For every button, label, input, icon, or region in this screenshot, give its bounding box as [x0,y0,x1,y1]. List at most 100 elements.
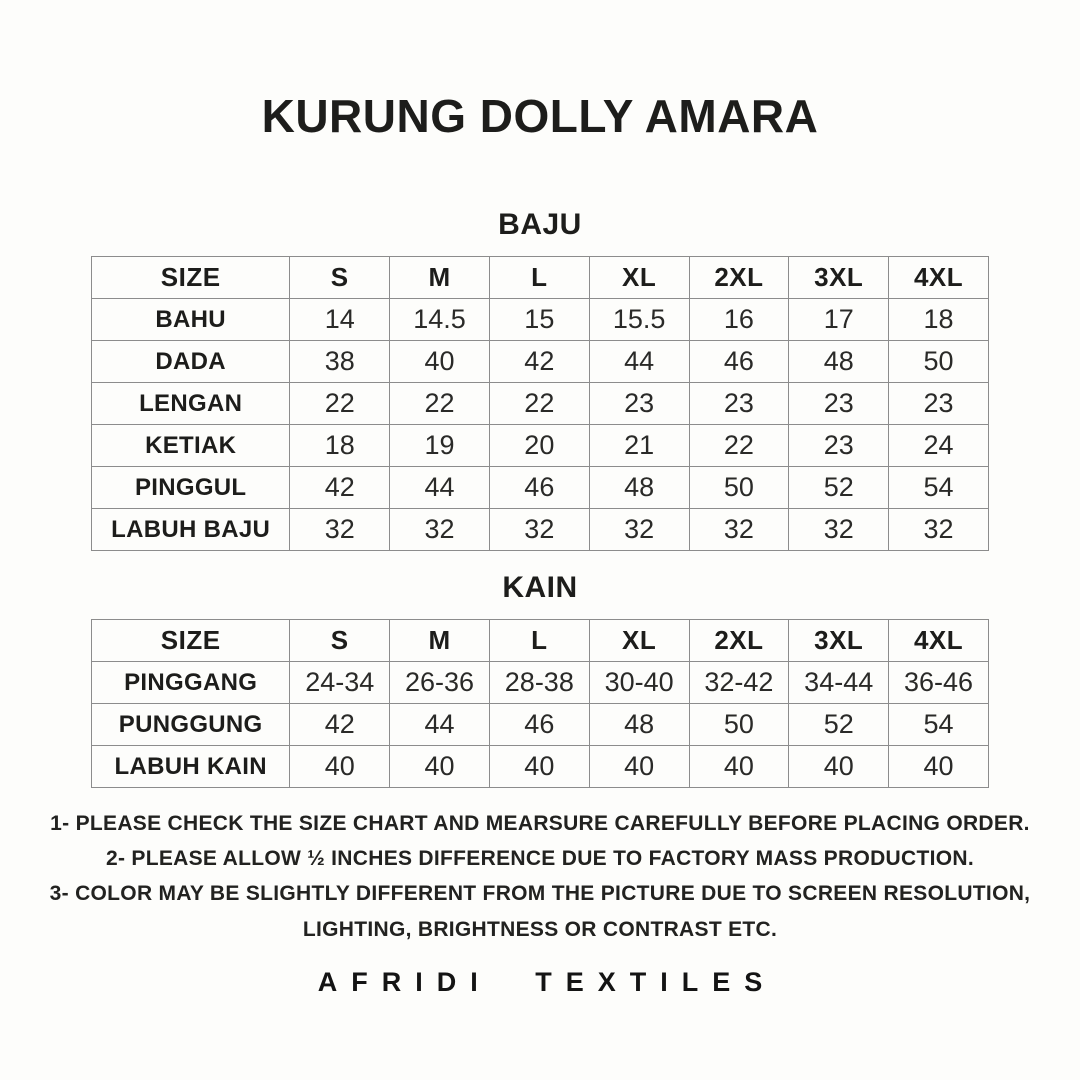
column-header: S [289,619,391,662]
measurement-cell: 22 [389,382,490,425]
measurement-cell: 42 [488,340,590,383]
table-row: LABUH BAJU 32 32 32 32 32 32 32 [90,508,989,551]
column-header: 3XL [788,256,890,299]
measurement-cell: 24 [888,424,989,467]
column-header: L [488,619,590,662]
measurement-cell: 32 [588,508,690,551]
row-label: BAHU [90,298,291,341]
header-row: SIZE S M L XL 2XL 3XL 4XL [90,619,989,662]
column-header: M [389,256,490,299]
measurement-cell: 23 [888,382,989,425]
measurement-cell: 34-44 [788,661,890,704]
measurement-cell: 22 [488,382,590,425]
column-header: XL [588,619,690,662]
section-baju: BAJU SIZE S M L XL 2XL 3XL 4XL BAHU 14 14.5 15 15.5 1… [0,142,1080,551]
row-label: LABUH BAJU [90,508,291,551]
measurement-cell: 32 [488,508,590,551]
column-header: S [289,256,391,299]
measurement-cell: 40 [389,340,490,383]
table-row: DADA 38 40 42 44 46 48 50 [90,340,989,383]
table-row: PUNGGUNG 42 44 46 48 50 52 54 [90,703,989,746]
measurement-cell: 48 [588,703,690,746]
measurement-cell: 21 [588,424,690,467]
column-header: SIZE [90,619,291,662]
row-label: PUNGGUNG [90,703,291,746]
baju-size-table: SIZE S M L XL 2XL 3XL 4XL BAHU 14 14.5 15 15.5 16 17 18… [90,256,989,551]
measurement-cell: 18 [289,424,391,467]
measurement-cell: 32 [788,508,890,551]
column-header: 2XL [688,256,790,299]
measurement-cell: 26-36 [389,661,490,704]
measurement-cell: 14.5 [389,298,490,341]
measurement-cell: 32 [289,508,391,551]
row-label: PINGGUL [90,466,291,509]
brand-name: AFRIDI TEXTILES [317,967,777,997]
table-row: LABUH KAIN 40 40 40 40 40 40 40 [90,745,989,788]
section-title-kain: KAIN [502,571,578,604]
column-header: 3XL [788,619,890,662]
measurement-cell: 42 [289,466,391,509]
measurement-cell: 32 [888,508,989,551]
row-label: PINGGANG [90,661,291,704]
measurement-cell: 32-42 [688,661,790,704]
measurement-cell: 48 [588,466,690,509]
measurement-cell: 50 [888,340,989,383]
table-row: PINGGUL 42 44 46 48 50 52 54 [90,466,989,509]
measurement-cell: 54 [888,466,989,509]
measurement-cell: 40 [389,745,490,788]
column-header: 2XL [688,619,790,662]
notes-block: 1- PLEASE CHECK THE SIZE CHART AND MEARS… [0,788,1080,947]
note-line-3: 3- COLOR MAY BE SLIGHTLY DIFFERENT FROM … [49,882,1031,905]
measurement-cell: 40 [688,745,790,788]
column-header: L [488,256,590,299]
measurement-cell: 32 [688,508,790,551]
measurement-cell: 18 [888,298,989,341]
column-header: 4XL [888,256,989,299]
column-header: 4XL [888,619,989,662]
header-row: SIZE S M L XL 2XL 3XL 4XL [90,256,989,299]
measurement-cell: 48 [788,340,890,383]
measurement-cell: 40 [788,745,890,788]
measurement-cell: 23 [588,382,690,425]
measurement-cell: 36-46 [888,661,989,704]
note-line-4: LIGHTING, BRIGHTNESS OR CONTRAST ETC. [302,918,778,941]
note-line-1: 1- PLEASE CHECK THE SIZE CHART AND MEARS… [50,812,1030,835]
measurement-cell: 28-38 [488,661,590,704]
page-title: KURUNG DOLLY AMARA [261,90,819,142]
row-label: LENGAN [90,382,291,425]
column-header: SIZE [90,256,291,299]
measurement-cell: 44 [389,466,490,509]
section-title-baju: BAJU [498,208,582,241]
measurement-cell: 23 [788,382,890,425]
measurement-cell: 46 [488,466,590,509]
measurement-cell: 23 [788,424,890,467]
measurement-cell: 40 [289,745,391,788]
measurement-cell: 42 [289,703,391,746]
measurement-cell: 19 [389,424,490,467]
row-label: KETIAK [90,424,291,467]
measurement-cell: 16 [688,298,790,341]
note-line-2: 2- PLEASE ALLOW ½ INCHES DIFFERENCE DUE … [106,847,974,870]
measurement-cell: 14 [289,298,391,341]
measurement-cell: 40 [488,745,590,788]
section-kain: KAIN SIZE S M L XL 2XL 3XL 4XL PINGGANG 24-34 26-3… [0,551,1080,788]
measurement-cell: 52 [788,703,890,746]
measurement-cell: 17 [788,298,890,341]
table-row: PINGGANG 24-34 26-36 28-38 30-40 32-42 34-44 36… [90,661,989,704]
measurement-cell: 38 [289,340,391,383]
measurement-cell: 30-40 [588,661,690,704]
measurement-cell: 50 [688,703,790,746]
measurement-cell: 40 [888,745,989,788]
measurement-cell: 44 [588,340,690,383]
row-label: LABUH KAIN [90,745,291,788]
column-header: XL [588,256,690,299]
measurement-cell: 22 [289,382,391,425]
measurement-cell: 50 [688,466,790,509]
measurement-cell: 15 [488,298,590,341]
table-row: LENGAN 22 22 22 23 23 23 23 [90,382,989,425]
row-label: DADA [90,340,291,383]
measurement-cell: 52 [788,466,890,509]
measurement-cell: 20 [488,424,590,467]
measurement-cell: 44 [389,703,490,746]
measurement-cell: 46 [488,703,590,746]
